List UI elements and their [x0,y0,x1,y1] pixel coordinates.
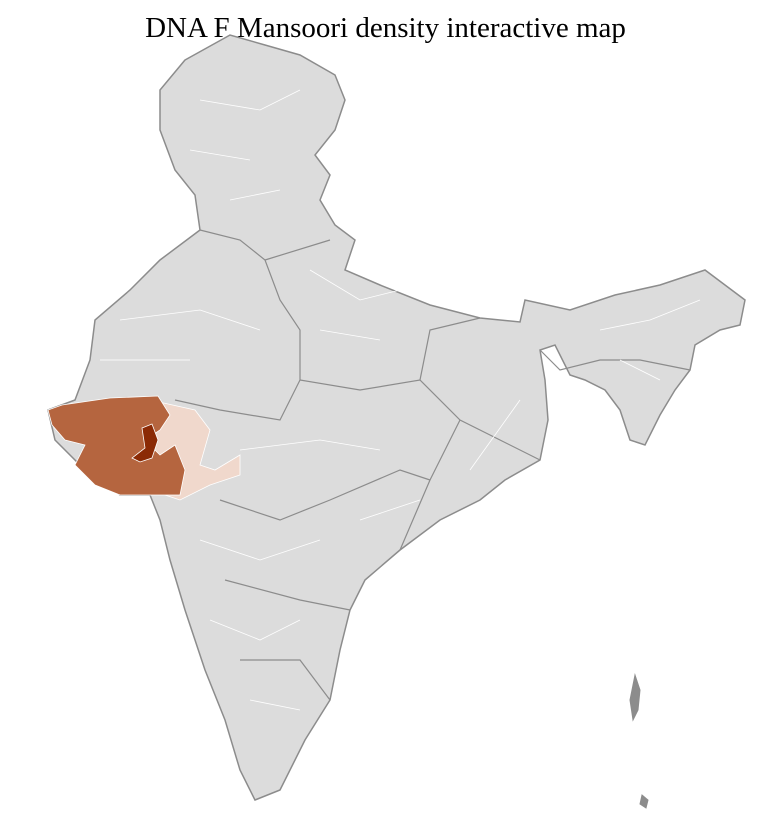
district-lines [100,89,701,711]
andaman-islands [629,673,649,809]
islands [629,673,649,809]
shaded-districts[interactable] [47,395,241,501]
india-landmass[interactable] [47,34,746,801]
state-border-lines [174,229,691,701]
region-high[interactable] [47,395,186,496]
india-outline[interactable] [47,34,746,801]
region-highest[interactable] [131,423,159,463]
